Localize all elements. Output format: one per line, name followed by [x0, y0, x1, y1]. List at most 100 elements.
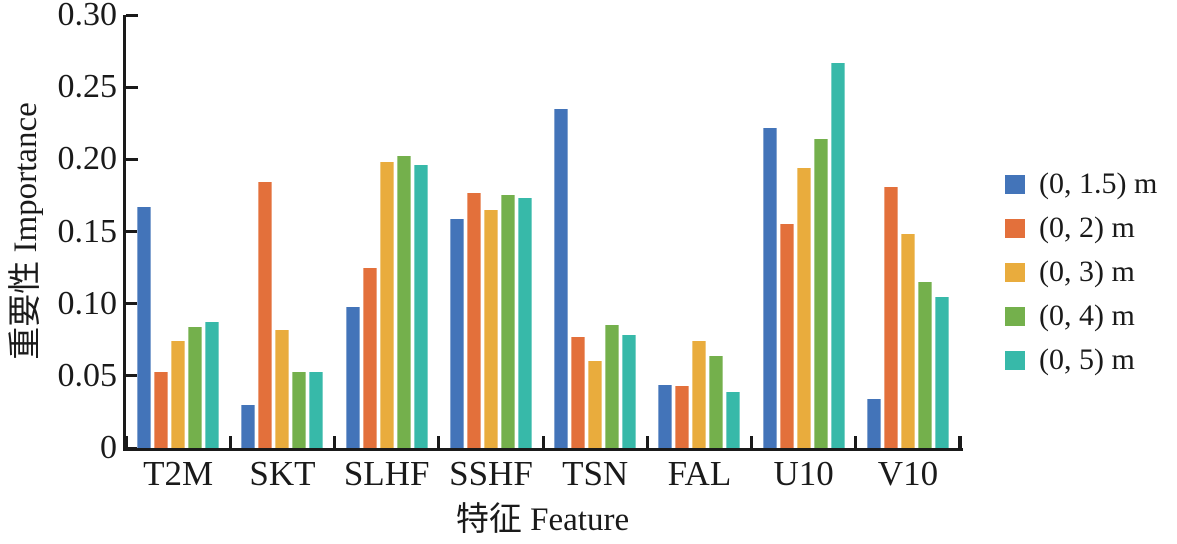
bar [205, 322, 220, 448]
bar [449, 218, 464, 448]
y-tick-label: 0.20 [57, 140, 118, 178]
legend-label: (0, 5) m [1039, 343, 1135, 376]
x-tick [228, 436, 232, 448]
bar-group-slhf [335, 15, 439, 448]
bar [883, 186, 898, 448]
x-tick [854, 436, 858, 448]
bar [292, 371, 307, 448]
bar-group-skt [230, 15, 334, 448]
legend-swatch-icon [1005, 350, 1025, 370]
bar [692, 341, 707, 448]
legend-swatch-icon [1005, 306, 1025, 326]
bar [830, 62, 845, 448]
y-tick [126, 85, 138, 89]
x-category-label: SKT [249, 454, 316, 493]
bar [762, 127, 777, 448]
bar [154, 371, 169, 448]
y-tick-label: 0.30 [57, 0, 118, 33]
legend-item: (0, 3) m [1005, 250, 1157, 294]
y-tick-label: 0.10 [57, 284, 118, 322]
y-tick [126, 157, 138, 161]
bar-group-v10 [856, 15, 960, 448]
bar [241, 404, 256, 448]
legend-swatch-icon [1005, 174, 1025, 194]
bar [517, 198, 532, 448]
bar-group-t2m [126, 15, 230, 448]
bar [500, 195, 515, 448]
bar [813, 139, 828, 448]
legend-item: (0, 4) m [1005, 294, 1157, 338]
bar [588, 361, 603, 448]
legend-item: (0, 2) m [1005, 206, 1157, 250]
x-category-label: FAL [667, 454, 732, 493]
y-axis-line [123, 15, 126, 451]
bar [345, 306, 360, 448]
y-tick-label: 0 [100, 429, 117, 466]
x-tick [645, 436, 649, 448]
bar [171, 341, 186, 448]
bar [275, 329, 290, 448]
bar-group-tsn [543, 15, 647, 448]
legend: (0, 1.5) m (0, 2) m (0, 3) m (0, 4) m (0, 5)… [1005, 162, 1157, 382]
bar [362, 267, 377, 448]
y-tick [126, 374, 138, 378]
x-tick [958, 436, 962, 448]
legend-label: (0, 1.5) m [1039, 167, 1158, 200]
x-category-label: TSN [562, 454, 629, 493]
x-tick [750, 436, 753, 448]
x-category-label: T2M [143, 454, 214, 493]
bar-group-u10 [752, 15, 856, 448]
bar-group-sshf [439, 15, 543, 448]
y-axis-title: 重要性 Importance [8, 102, 44, 360]
y-tick [126, 13, 138, 17]
x-tick [333, 436, 336, 448]
legend-swatch-icon [1005, 262, 1025, 282]
bar [779, 224, 794, 448]
bar [188, 326, 203, 448]
bar [413, 165, 428, 448]
bar [675, 385, 690, 448]
legend-label: (0, 4) m [1039, 299, 1135, 332]
y-tick-label: 0.05 [57, 356, 118, 394]
bar-group-fal [647, 15, 751, 448]
x-tick [541, 436, 545, 448]
legend-label: (0, 3) m [1039, 255, 1135, 288]
bar [866, 398, 881, 448]
x-tick [437, 436, 441, 448]
x-category-label: SLHF [343, 454, 430, 493]
bar [554, 108, 569, 448]
bar [658, 384, 673, 448]
x-tick [124, 436, 128, 448]
x-axis-line [123, 448, 963, 451]
bar [258, 182, 273, 448]
x-category-label: U10 [773, 454, 834, 493]
y-tick-label: 0.25 [57, 68, 118, 106]
bar [709, 355, 724, 448]
legend-item: (0, 5) m [1005, 338, 1157, 382]
bar [137, 207, 152, 448]
bar [396, 156, 411, 448]
bar [917, 282, 932, 448]
y-tick [126, 230, 138, 233]
legend-item: (0, 1.5) m [1005, 162, 1157, 206]
bar [622, 335, 637, 448]
bar [483, 209, 498, 448]
legend-swatch-icon [1005, 218, 1025, 238]
bar [796, 168, 811, 448]
plot-area [126, 15, 960, 448]
bar [934, 296, 949, 448]
legend-label: (0, 2) m [1039, 211, 1135, 244]
x-category-label: SSHF [449, 454, 533, 493]
bar [605, 325, 620, 448]
bar [571, 336, 586, 448]
bar [309, 371, 324, 448]
y-tick [126, 446, 138, 450]
bar [900, 234, 915, 448]
x-category-label: V10 [877, 454, 939, 493]
bar [466, 192, 481, 448]
y-tick [126, 302, 138, 306]
bar [379, 162, 394, 448]
x-axis-title: 特征 Feature [455, 502, 630, 538]
y-tick-label: 0.15 [57, 212, 118, 250]
